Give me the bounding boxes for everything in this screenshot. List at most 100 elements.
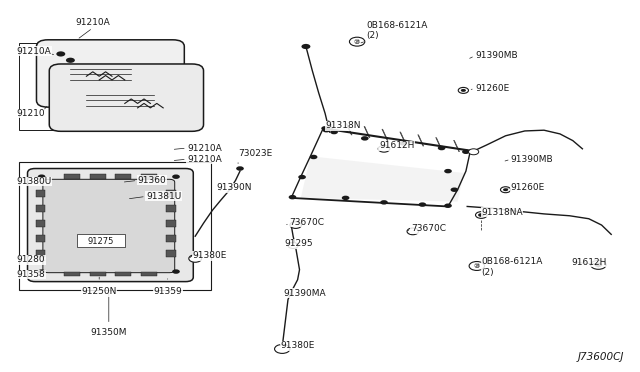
Text: 91350M: 91350M bbox=[90, 328, 127, 337]
Circle shape bbox=[468, 149, 479, 155]
Circle shape bbox=[407, 228, 419, 235]
Bar bbox=[90, 174, 106, 179]
Bar bbox=[166, 205, 176, 212]
Text: 91210A: 91210A bbox=[17, 47, 51, 56]
Circle shape bbox=[342, 196, 349, 200]
Circle shape bbox=[361, 136, 369, 141]
Bar bbox=[36, 190, 45, 197]
FancyBboxPatch shape bbox=[49, 64, 204, 131]
Text: 91380U: 91380U bbox=[17, 177, 52, 186]
Text: 91612H: 91612H bbox=[572, 258, 607, 267]
Circle shape bbox=[378, 145, 390, 152]
Text: 91380E: 91380E bbox=[192, 251, 227, 260]
Bar bbox=[166, 250, 176, 257]
Text: 91250N: 91250N bbox=[81, 287, 117, 296]
Text: 73670C: 73670C bbox=[289, 218, 324, 227]
Text: ⑩: ⑩ bbox=[474, 263, 480, 269]
Circle shape bbox=[458, 87, 468, 93]
Circle shape bbox=[478, 213, 484, 217]
FancyBboxPatch shape bbox=[36, 40, 184, 107]
Bar bbox=[19, 43, 125, 130]
Circle shape bbox=[591, 260, 606, 269]
Text: 91359: 91359 bbox=[154, 287, 182, 296]
Text: 73023E: 73023E bbox=[238, 149, 273, 158]
Text: ⑩: ⑩ bbox=[354, 39, 360, 45]
Bar bbox=[64, 174, 80, 179]
Circle shape bbox=[330, 130, 338, 134]
Bar bbox=[141, 272, 157, 276]
Text: 91318N: 91318N bbox=[325, 121, 360, 130]
Text: 91390MA: 91390MA bbox=[283, 289, 326, 298]
Text: 91318NA: 91318NA bbox=[481, 208, 523, 217]
Bar bbox=[36, 220, 45, 227]
Circle shape bbox=[290, 222, 301, 228]
Circle shape bbox=[595, 263, 602, 267]
Circle shape bbox=[172, 269, 180, 274]
Text: 0B168-6121A
(2): 0B168-6121A (2) bbox=[481, 257, 543, 277]
Circle shape bbox=[172, 174, 180, 179]
Text: 73670C: 73670C bbox=[411, 224, 446, 233]
Bar bbox=[36, 250, 45, 257]
Bar bbox=[36, 205, 45, 212]
Bar bbox=[115, 174, 131, 179]
Circle shape bbox=[461, 89, 466, 92]
Circle shape bbox=[500, 187, 511, 193]
Text: 91612H: 91612H bbox=[379, 141, 414, 150]
Circle shape bbox=[444, 169, 452, 173]
Circle shape bbox=[38, 269, 45, 274]
Bar bbox=[19, 162, 211, 290]
Circle shape bbox=[469, 262, 484, 270]
Circle shape bbox=[288, 243, 298, 248]
Text: 91210A: 91210A bbox=[187, 144, 221, 153]
Circle shape bbox=[301, 44, 310, 49]
Circle shape bbox=[451, 187, 458, 192]
Circle shape bbox=[399, 141, 407, 145]
Circle shape bbox=[298, 175, 306, 179]
Text: 0B168-6121A
(2): 0B168-6121A (2) bbox=[366, 21, 428, 40]
Bar bbox=[36, 235, 45, 242]
Text: 91275: 91275 bbox=[88, 237, 114, 246]
Circle shape bbox=[462, 150, 470, 154]
Text: 91380E: 91380E bbox=[280, 341, 315, 350]
Text: 91390N: 91390N bbox=[216, 183, 252, 192]
Bar bbox=[166, 220, 176, 227]
Text: 91210A: 91210A bbox=[76, 18, 110, 27]
Circle shape bbox=[503, 188, 508, 191]
Text: J73600CJ: J73600CJ bbox=[578, 352, 624, 362]
Circle shape bbox=[275, 344, 290, 353]
Bar bbox=[77, 234, 125, 247]
Text: 91358: 91358 bbox=[17, 270, 45, 279]
Bar bbox=[90, 272, 106, 276]
Bar bbox=[64, 272, 80, 276]
Bar bbox=[115, 272, 131, 276]
Circle shape bbox=[66, 58, 75, 63]
Text: 91260E: 91260E bbox=[475, 84, 509, 93]
Text: 91260E: 91260E bbox=[511, 183, 545, 192]
Circle shape bbox=[38, 174, 45, 179]
Circle shape bbox=[419, 202, 426, 207]
FancyBboxPatch shape bbox=[43, 179, 175, 273]
Text: 91390MB: 91390MB bbox=[511, 155, 554, 164]
Circle shape bbox=[289, 195, 296, 199]
Bar bbox=[166, 190, 176, 197]
Text: 91210A: 91210A bbox=[187, 155, 221, 164]
Circle shape bbox=[310, 155, 317, 159]
Bar bbox=[166, 235, 176, 242]
Polygon shape bbox=[301, 156, 464, 202]
Circle shape bbox=[189, 255, 202, 262]
Circle shape bbox=[323, 128, 330, 132]
Text: 91295: 91295 bbox=[285, 239, 314, 248]
Circle shape bbox=[476, 212, 487, 218]
Text: 91360: 91360 bbox=[138, 176, 166, 185]
Circle shape bbox=[444, 203, 452, 208]
Text: 91381U: 91381U bbox=[146, 192, 181, 201]
Text: 91210: 91210 bbox=[17, 109, 45, 118]
Text: 91280: 91280 bbox=[17, 255, 45, 264]
Text: 91390MB: 91390MB bbox=[475, 51, 518, 60]
Circle shape bbox=[236, 166, 244, 171]
Circle shape bbox=[321, 126, 329, 131]
Circle shape bbox=[349, 37, 365, 46]
Circle shape bbox=[438, 146, 445, 150]
Bar bbox=[141, 174, 157, 179]
Circle shape bbox=[56, 51, 65, 57]
